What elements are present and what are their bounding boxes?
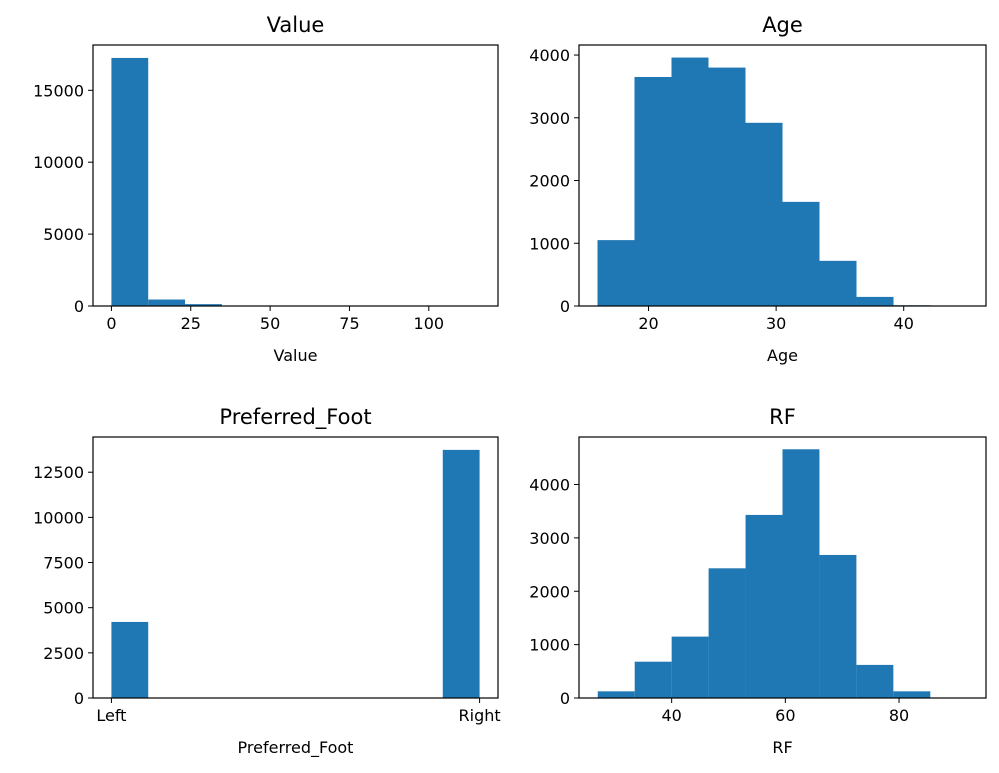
histogram-bar [111,57,149,306]
histogram-bar [819,260,857,306]
panel-rf: RF RF 40 60 80 0 1000 2000 3000 4000 [529,405,987,757]
x-tick-label: 20 [638,314,658,333]
x-tick-label: 40 [894,314,914,333]
panel-preferred-foot: Preferred_Foot Preferred_Foot Left Right 0… [33,405,501,758]
x-axis-label-value: Value [274,346,318,365]
histogram-bar [819,554,857,698]
y-tick-label: 4000 [529,46,570,65]
y-tick-label: 12500 [33,463,84,482]
histogram-bar [782,449,820,698]
histogram-bar [185,304,222,306]
x-tick-label: 75 [339,314,359,333]
histogram-bar [597,691,635,698]
histogram-bar [893,691,931,698]
histogram-bar [442,449,480,698]
y-tick-label: 5000 [43,599,84,618]
x-tick-label: 40 [661,706,681,725]
chart-title-rf: RF [769,405,796,429]
y-tick-label: 7500 [43,554,84,573]
histogram-bar [745,514,783,698]
y-tick-label: 1000 [529,636,570,655]
histogram-bar [671,57,709,306]
y-tick-label: 15000 [33,81,84,100]
histogram-bar [597,240,635,306]
x-tick-label: 60 [775,706,795,725]
histogram-bar [745,122,783,306]
histogram-bar [634,661,672,698]
x-tick-label: Left [96,706,126,725]
histogram-bar [782,201,820,306]
y-tick-label: 0 [560,689,570,708]
y-tick-label: 0 [74,689,84,708]
histogram-bar [708,67,746,306]
y-tick-label: 0 [74,297,84,316]
chart-title-preferred-foot: Preferred_Foot [219,405,371,430]
y-tick-label: 4000 [529,476,570,495]
panel-value: Value Value 0 25 50 75 100 0 5000 10000 15000 [33,13,499,365]
histogram-bar [708,568,746,698]
panel-age: Age Age 20 30 40 0 1000 2000 3000 4000 [529,13,987,365]
chart-title-value: Value [267,13,325,37]
plot-frame [578,436,987,699]
x-axis-label-rf: RF [772,738,792,757]
plot-frame [92,44,499,307]
y-tick-label: 5000 [43,225,84,244]
y-tick-label: 0 [560,297,570,316]
plot-frame [578,44,987,307]
y-tick-label: 2500 [43,644,84,663]
histogram-bar [856,296,894,306]
plot-frame [92,436,499,699]
y-tick-label: 3000 [529,529,570,548]
x-tick-label: 100 [414,314,445,333]
y-tick-label: 3000 [529,109,570,128]
x-axis-label-age: Age [767,346,798,365]
y-tick-label: 10000 [33,508,84,527]
histogram-bar [111,621,149,698]
x-tick-label: Right [459,706,501,725]
x-axis-label-preferred-foot: Preferred_Foot [238,738,354,758]
histogram-bar [856,664,894,698]
x-tick-label: 0 [106,314,116,333]
histogram-bar [671,636,709,698]
histogram-bar [634,76,672,307]
x-tick-label: 25 [181,314,201,333]
y-tick-label: 10000 [33,153,84,172]
x-tick-label: 50 [260,314,280,333]
x-tick-label: 30 [766,314,786,333]
y-tick-label: 2000 [529,582,570,601]
x-tick-label: 80 [889,706,909,725]
histogram-bar [148,299,186,306]
chart-title-age: Age [762,13,803,37]
y-tick-label: 2000 [529,172,570,191]
y-tick-label: 1000 [529,234,570,253]
